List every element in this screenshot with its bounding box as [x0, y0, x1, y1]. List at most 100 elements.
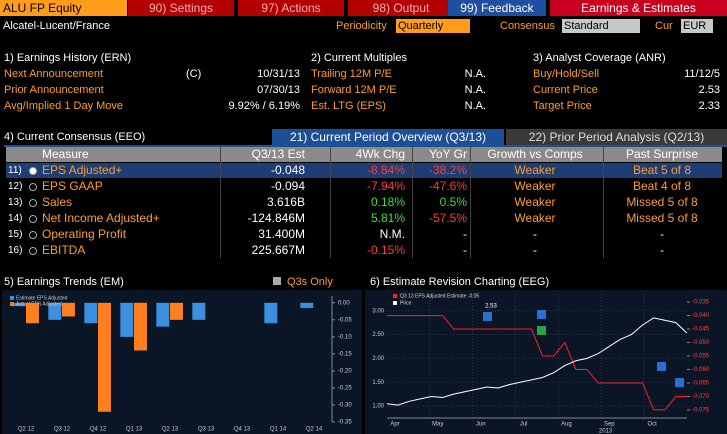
table-cell: 0.5% [439, 195, 467, 209]
y2-tick-label: -0.040 [692, 313, 710, 319]
bar [62, 302, 75, 317]
y-tick-label: 3.00 [372, 308, 384, 314]
y-tick-label: -0.10 [338, 334, 352, 340]
table-cell: Weaker [514, 163, 556, 177]
column-separator [603, 147, 604, 258]
table-cell: Weaker [514, 179, 556, 193]
legend-label: Q3 13 EPS Adjusted Estimate -0.05 [400, 293, 479, 299]
bar [300, 302, 314, 308]
field-dropdown[interactable]: EUR [681, 19, 713, 33]
row-value: N.A. [464, 84, 486, 96]
bar-chart: 0.00 -0.05 -0.10 -0.15 -0.20 -0.25 -0.30 -0.35 Q… [2, 290, 362, 434]
row-value: 07/30/13 [257, 84, 300, 96]
radio-button[interactable] [29, 199, 37, 207]
row-number[interactable]: 13) [8, 197, 23, 208]
legend-swatch [10, 296, 14, 300]
table-cell: -0.15% [366, 243, 405, 257]
field-dropdown[interactable]: Standard [562, 19, 640, 33]
field-label: Periodicity [336, 20, 387, 32]
row-value: N.A. [464, 68, 486, 80]
table-cell: EPS GAAP [42, 179, 103, 193]
bar [26, 302, 39, 324]
column-header: Measure [42, 147, 89, 161]
column-separator [330, 147, 331, 258]
annotation: 2.53 [485, 304, 497, 310]
section-title: 4) Current Consensus (EEO) [4, 131, 146, 143]
tab[interactable]: 22) Prior Period Analysis (Q2/13) [506, 129, 727, 145]
x-tick-label: Q4 13 [234, 427, 251, 433]
row-number[interactable]: 12) [8, 181, 23, 192]
x-tick-label: Q3 12 [54, 427, 71, 433]
line-chart: 1.00 1.50 2.00 2.50 3.00 -0.035 -0.040 -0.045 -0… [365, 290, 727, 434]
table-cell: - [463, 243, 467, 257]
menu-button[interactable]: 98) Output [348, 0, 454, 16]
menu-button[interactable]: 90) Settings [128, 0, 234, 16]
y2-tick-label: -0.055 [692, 354, 710, 360]
table-cell: Missed 5 of 8 [626, 195, 698, 209]
radio-button[interactable] [29, 231, 37, 239]
tab[interactable]: 21) Current Period Overview (Q3/13) [272, 129, 504, 145]
row-number[interactable]: 14) [8, 213, 23, 224]
table-cell: Sales [42, 195, 73, 209]
radio-button[interactable] [29, 167, 37, 175]
checkbox[interactable] [273, 277, 281, 285]
y-tick-label: -0.35 [338, 420, 352, 426]
x-tick-label: Apr [390, 422, 399, 428]
radio-button[interactable] [29, 215, 37, 223]
legend-swatch [393, 301, 397, 305]
table-cell: N.M. [379, 227, 405, 241]
table-cell: EPS Adjusted+ [42, 163, 123, 177]
screen-title: Earnings & Estimates [550, 0, 727, 16]
row-label: Buy/Hold/Sell [533, 68, 600, 80]
row-highlight [6, 163, 722, 178]
column-header: Q3/13 Est [251, 147, 305, 161]
row-value: 2.53 [698, 84, 720, 96]
y2-tick-label: -0.065 [692, 381, 710, 387]
ticker: ALU FP Equity [0, 0, 127, 16]
x-tick-label: Aug [561, 422, 572, 428]
row-value: 11/12/5 [684, 68, 720, 80]
column-header: Growth vs Comps [487, 147, 583, 161]
column-separator [470, 147, 471, 258]
column-separator [412, 147, 413, 258]
field-dropdown[interactable]: Quarterly [396, 19, 470, 33]
field-label: Consensus [500, 20, 556, 32]
row-label: Next Announcement [4, 68, 104, 80]
x-tick-label: Q2 12 [18, 427, 35, 433]
table-cell: -47.6% [428, 179, 467, 193]
radio-button[interactable] [29, 247, 37, 255]
event-marker [675, 378, 684, 387]
table-cell: -8.84% [366, 163, 405, 177]
radio-button[interactable] [29, 183, 37, 191]
table-cell: -57.5% [428, 211, 467, 225]
checkbox-label[interactable]: Q3s Only [287, 276, 333, 288]
menu-button[interactable]: 97) Actions [238, 0, 344, 16]
row-label: Trailing 12M P/E [311, 68, 392, 80]
table-cell: -124.846M [247, 211, 305, 225]
panel-title: 1) Earnings History (ERN) [4, 52, 132, 64]
panel-title: 3) Analyst Coverage (ANR) [533, 52, 666, 64]
table-cell: 225.667M [251, 243, 305, 257]
event-marker [537, 326, 546, 335]
legend-swatch [10, 302, 14, 306]
menu-button[interactable]: 99) Feedback [448, 0, 546, 16]
row-label: Forward 12M P/E [311, 84, 397, 96]
row-value: 9.92% / 6.19% [228, 100, 300, 112]
y-tick-label: -0.30 [338, 403, 352, 409]
x-tick-label: Oct [647, 422, 657, 428]
event-marker [657, 362, 666, 371]
y-tick-label: -0.15 [338, 351, 352, 357]
y2-tick-label: -0.070 [692, 394, 710, 400]
row-number[interactable]: 16) [8, 245, 23, 256]
y2-tick-label: -0.035 [692, 300, 710, 306]
x-tick-label: Q3 13 [198, 427, 215, 433]
row-number[interactable]: 11) [8, 165, 22, 176]
event-marker [483, 312, 492, 321]
row-number[interactable]: 15) [8, 229, 23, 240]
column-header: YoY Gr [428, 147, 467, 161]
row-value: 2.33 [698, 100, 720, 112]
column-header: 4Wk Chg [355, 147, 405, 161]
legend-swatch [393, 294, 397, 298]
column-header: Past Surprise [625, 147, 699, 161]
